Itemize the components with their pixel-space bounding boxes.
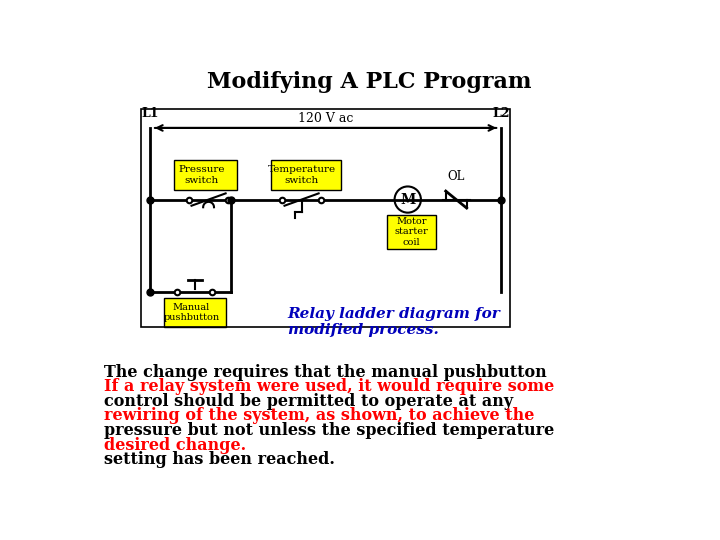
- Text: Pressure
switch: Pressure switch: [179, 165, 225, 185]
- Text: Modifying A PLC Program: Modifying A PLC Program: [207, 71, 531, 93]
- Text: Manual
pushbutton: Manual pushbutton: [163, 303, 220, 322]
- Text: L2: L2: [492, 107, 510, 120]
- Text: setting has been reached.: setting has been reached.: [104, 451, 335, 468]
- Bar: [387, 215, 436, 249]
- Bar: [174, 159, 238, 190]
- Text: modified process.: modified process.: [287, 323, 438, 337]
- Bar: [164, 298, 226, 327]
- Text: M: M: [400, 193, 415, 206]
- Text: OL: OL: [448, 170, 465, 183]
- Text: The change requires that the manual pushbutton: The change requires that the manual push…: [104, 363, 546, 381]
- Bar: [141, 109, 510, 327]
- Text: desired change.: desired change.: [104, 437, 246, 454]
- Bar: [271, 159, 341, 190]
- Text: If a relay system were used, it would require some: If a relay system were used, it would re…: [104, 378, 554, 395]
- Text: rewiring of the system, as shown, to achieve the: rewiring of the system, as shown, to ach…: [104, 408, 534, 424]
- Text: control should be permitted to operate at any: control should be permitted to operate a…: [104, 393, 513, 410]
- Text: 120 V ac: 120 V ac: [298, 112, 354, 125]
- Text: Relay ladder diagram for: Relay ladder diagram for: [287, 307, 500, 321]
- Text: Temperature
switch: Temperature switch: [268, 165, 336, 185]
- Text: L1: L1: [142, 107, 159, 120]
- Text: Motor
starter
coil: Motor starter coil: [395, 217, 428, 247]
- Text: pressure but not unless the specified temperature: pressure but not unless the specified te…: [104, 422, 554, 439]
